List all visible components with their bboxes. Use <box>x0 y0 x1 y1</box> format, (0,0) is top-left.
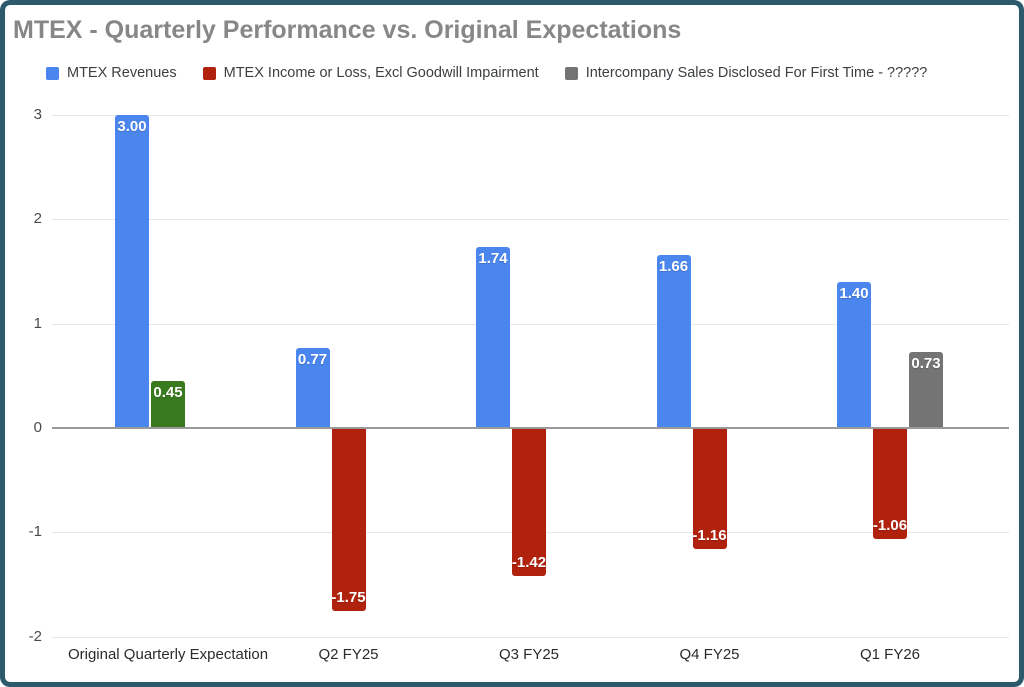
y-axis-tick-label: 0 <box>33 419 42 436</box>
bar-value-label: 0.73 <box>911 354 941 372</box>
legend-item: Intercompany Sales Disclosed For First T… <box>564 65 928 81</box>
gridline <box>52 636 1009 638</box>
bar: 1.40 <box>837 281 871 428</box>
y-axis-tick-label: 3 <box>33 106 42 124</box>
bar: 0.45 <box>151 381 185 428</box>
legend-item: MTEX Income or Loss, Excl Goodwill Impai… <box>202 65 539 81</box>
bar-value-label: 3.00 <box>117 118 147 136</box>
legend-swatch-icon <box>202 66 216 80</box>
bar-value-label: 0.77 <box>297 350 328 368</box>
bar: 0.73 <box>909 351 943 428</box>
legend-label: MTEX Income or Loss, Excl Goodwill Impai… <box>223 65 539 81</box>
y-axis-tick-label: 2 <box>33 210 42 228</box>
x-axis-category-label: Original Quarterly Expectation <box>67 646 269 663</box>
x-axis-category-label: Q3 FY25 <box>498 646 560 663</box>
gridline <box>52 219 1009 221</box>
y-axis-tick-label: -2 <box>28 627 42 645</box>
bar-value-label: -1.06 <box>872 516 908 534</box>
zero-axis-line <box>52 427 1009 429</box>
legend-label: MTEX Revenues <box>67 65 177 81</box>
bar: -1.16 <box>692 428 727 549</box>
legend-swatch-icon <box>46 66 59 80</box>
bar-value-label: 0.45 <box>153 384 183 402</box>
legend-label: Intercompany Sales Disclosed For First T… <box>585 65 928 81</box>
gridline <box>52 115 1009 117</box>
bar-value-label: -1.42 <box>511 554 547 572</box>
bar-value-label: 1.66 <box>658 257 689 275</box>
chart-legend: MTEX Revenues MTEX Income or Loss, Excl G… <box>46 65 927 81</box>
bar: 0.77 <box>295 347 330 428</box>
bar: 1.66 <box>656 254 691 428</box>
legend-item: MTEX Revenues <box>46 65 177 81</box>
chart-title: MTEX - Quarterly Performance vs. Origina… <box>13 16 682 44</box>
bar: 1.74 <box>476 246 510 428</box>
x-axis-category-label: Q1 FY26 <box>859 646 921 663</box>
x-axis-category-label: Q2 FY25 <box>318 646 379 663</box>
bar-value-label: 1.40 <box>839 284 869 302</box>
y-axis-tick-label: -1 <box>28 523 42 541</box>
bar: -1.42 <box>511 428 547 577</box>
bar-value-label: 1.74 <box>478 249 508 267</box>
bar: -1.75 <box>331 428 366 611</box>
bar: 3.00 <box>115 115 149 428</box>
bar-value-label: -1.75 <box>331 588 366 606</box>
bar: -1.06 <box>873 428 907 539</box>
gridline <box>52 323 1009 325</box>
x-axis-category-label: Q4 FY25 <box>679 646 740 663</box>
y-axis-tick-label: 1 <box>33 314 42 332</box>
bar-value-label: -1.16 <box>692 526 727 544</box>
legend-swatch-icon <box>564 66 578 80</box>
